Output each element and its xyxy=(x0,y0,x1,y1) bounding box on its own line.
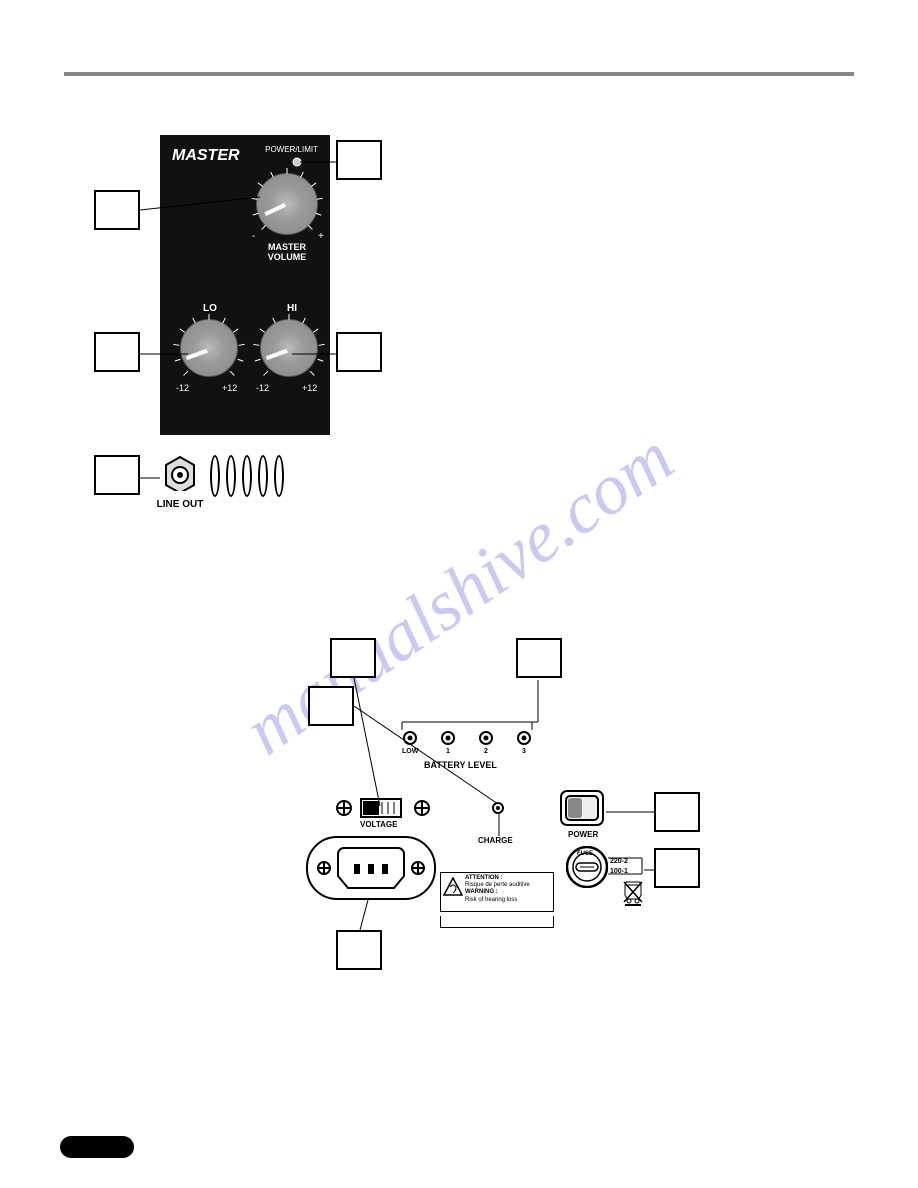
callout-hi xyxy=(336,332,382,372)
warn-attention: ATTENTION : xyxy=(465,875,503,881)
callout-lo xyxy=(94,332,140,372)
warn-en: Risk of hearing loss xyxy=(465,897,551,904)
leader-line xyxy=(300,158,340,166)
hi-max: +12 xyxy=(302,383,317,393)
weee-icon xyxy=(622,880,644,906)
lo-min: -12 xyxy=(176,383,189,393)
line-out-label: LINE OUT xyxy=(152,499,208,510)
leader-line xyxy=(496,814,502,836)
master-title: MASTER xyxy=(172,147,240,165)
vent-slot xyxy=(210,455,220,497)
leader-line xyxy=(140,474,164,482)
leader-line xyxy=(140,195,270,215)
page-number-badge xyxy=(60,1136,134,1158)
vent-slot xyxy=(242,455,252,497)
warn-fr: Risque de perte auditive xyxy=(465,882,551,889)
power-label: POWER xyxy=(568,830,598,839)
battery-led-3: 3 xyxy=(522,748,526,755)
line-out-jack-icon xyxy=(160,455,196,491)
ac-inlet-icon xyxy=(306,836,436,900)
master-panel: MASTER POWER/LIMIT - + MASTER VOLUME LO xyxy=(160,135,330,435)
voltage-label: VOLTAGE xyxy=(360,820,397,829)
screw-icon xyxy=(336,800,352,816)
vent-slot xyxy=(258,455,268,497)
lo-max: +12 xyxy=(222,383,237,393)
lo-knob[interactable] xyxy=(180,319,238,377)
vent-slot xyxy=(226,455,236,497)
leader-line xyxy=(358,900,374,932)
callout-voltage xyxy=(330,638,376,678)
leader-line xyxy=(140,350,190,358)
master-volume-plus: + xyxy=(318,231,324,242)
callout-fuse xyxy=(654,848,700,888)
master-volume-label: MASTER VOLUME xyxy=(256,243,318,263)
hi-min: -12 xyxy=(256,383,269,393)
hi-label: HI xyxy=(272,303,312,314)
lo-label: LO xyxy=(190,303,230,314)
callout-battery xyxy=(516,638,562,678)
fuse-bracket xyxy=(606,856,644,876)
spec-label-strip xyxy=(440,916,554,928)
power-limit-label: POWER/LIMIT xyxy=(265,145,318,154)
master-volume-minus: - xyxy=(252,231,255,242)
leader-line xyxy=(644,866,658,874)
leader-line xyxy=(354,706,502,806)
vent-slot xyxy=(274,455,284,497)
power-switch-icon[interactable] xyxy=(560,790,604,826)
callout-master-volume xyxy=(94,190,140,230)
fuse-label: FUSE xyxy=(577,851,593,857)
header-rule xyxy=(64,72,854,76)
callout-ac-inlet xyxy=(336,930,382,970)
leader-line xyxy=(292,350,340,358)
charge-label: CHARGE xyxy=(478,836,513,845)
warn-title: WARNING : xyxy=(465,889,498,895)
callout-charge xyxy=(308,686,354,726)
callout-line-out xyxy=(94,455,140,495)
hi-knob[interactable] xyxy=(260,319,318,377)
callout-power xyxy=(654,792,700,832)
leader-line xyxy=(606,808,656,816)
callout-power-led xyxy=(336,140,382,180)
ear-warning-icon xyxy=(443,877,463,897)
warning-label: ATTENTION : Risque de perte auditive WAR… xyxy=(440,872,554,912)
